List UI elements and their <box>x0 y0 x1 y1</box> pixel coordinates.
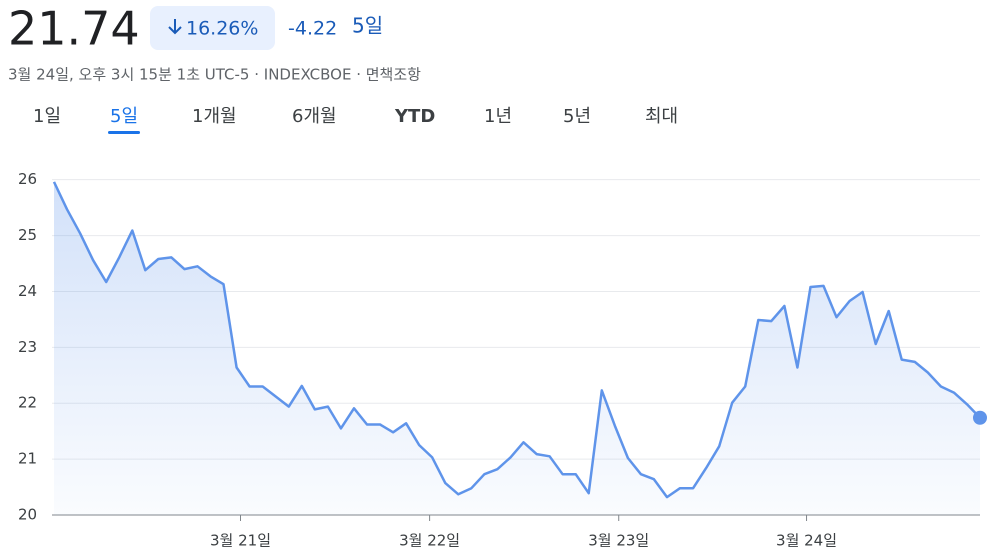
y-tick-label: 23 <box>18 338 37 356</box>
y-tick-label: 25 <box>18 226 37 244</box>
price-line <box>52 181 981 499</box>
tab[interactable]: 1일 <box>33 106 61 127</box>
y-tick-label: 22 <box>18 394 37 412</box>
x-tick-label: 3월 23일 <box>588 532 649 550</box>
price: 21.74 <box>8 2 140 56</box>
tab[interactable]: 6개월 <box>292 106 337 127</box>
tabs: 1일 5일 1개월 6개월 YTD 1년 5년 최대 <box>33 106 678 134</box>
change-percent: 16.26% <box>186 18 258 40</box>
x-tick-label: 3월 22일 <box>399 532 460 550</box>
area-fill <box>54 181 980 515</box>
change-period: 5일 <box>352 14 383 38</box>
tab[interactable]: 최대 <box>645 106 678 127</box>
y-tick-label: 20 <box>18 506 37 524</box>
tab[interactable]: YTD <box>394 106 435 127</box>
tab[interactable]: 1년 <box>484 106 512 127</box>
tab[interactable]: 5일 <box>110 106 138 127</box>
subtitle: 3월 24일, 오후 3시 15분 1초 UTC-5 · INDEXCBOE ·… <box>8 66 421 84</box>
tab-underline <box>108 131 141 134</box>
tab[interactable]: 1개월 <box>192 106 237 127</box>
x-tick-label: 3월 21일 <box>210 532 271 550</box>
tab[interactable]: 5년 <box>563 106 591 127</box>
end-dot <box>973 410 987 425</box>
change-badge <box>150 6 275 50</box>
down-arrow <box>168 19 182 35</box>
change-value: -4.22 <box>288 18 337 40</box>
x-tick-label: 3월 24일 <box>776 532 837 550</box>
y-tick-label: 21 <box>18 450 37 468</box>
y-tick-label: 24 <box>18 282 37 300</box>
y-tick-label: 26 <box>18 170 37 188</box>
